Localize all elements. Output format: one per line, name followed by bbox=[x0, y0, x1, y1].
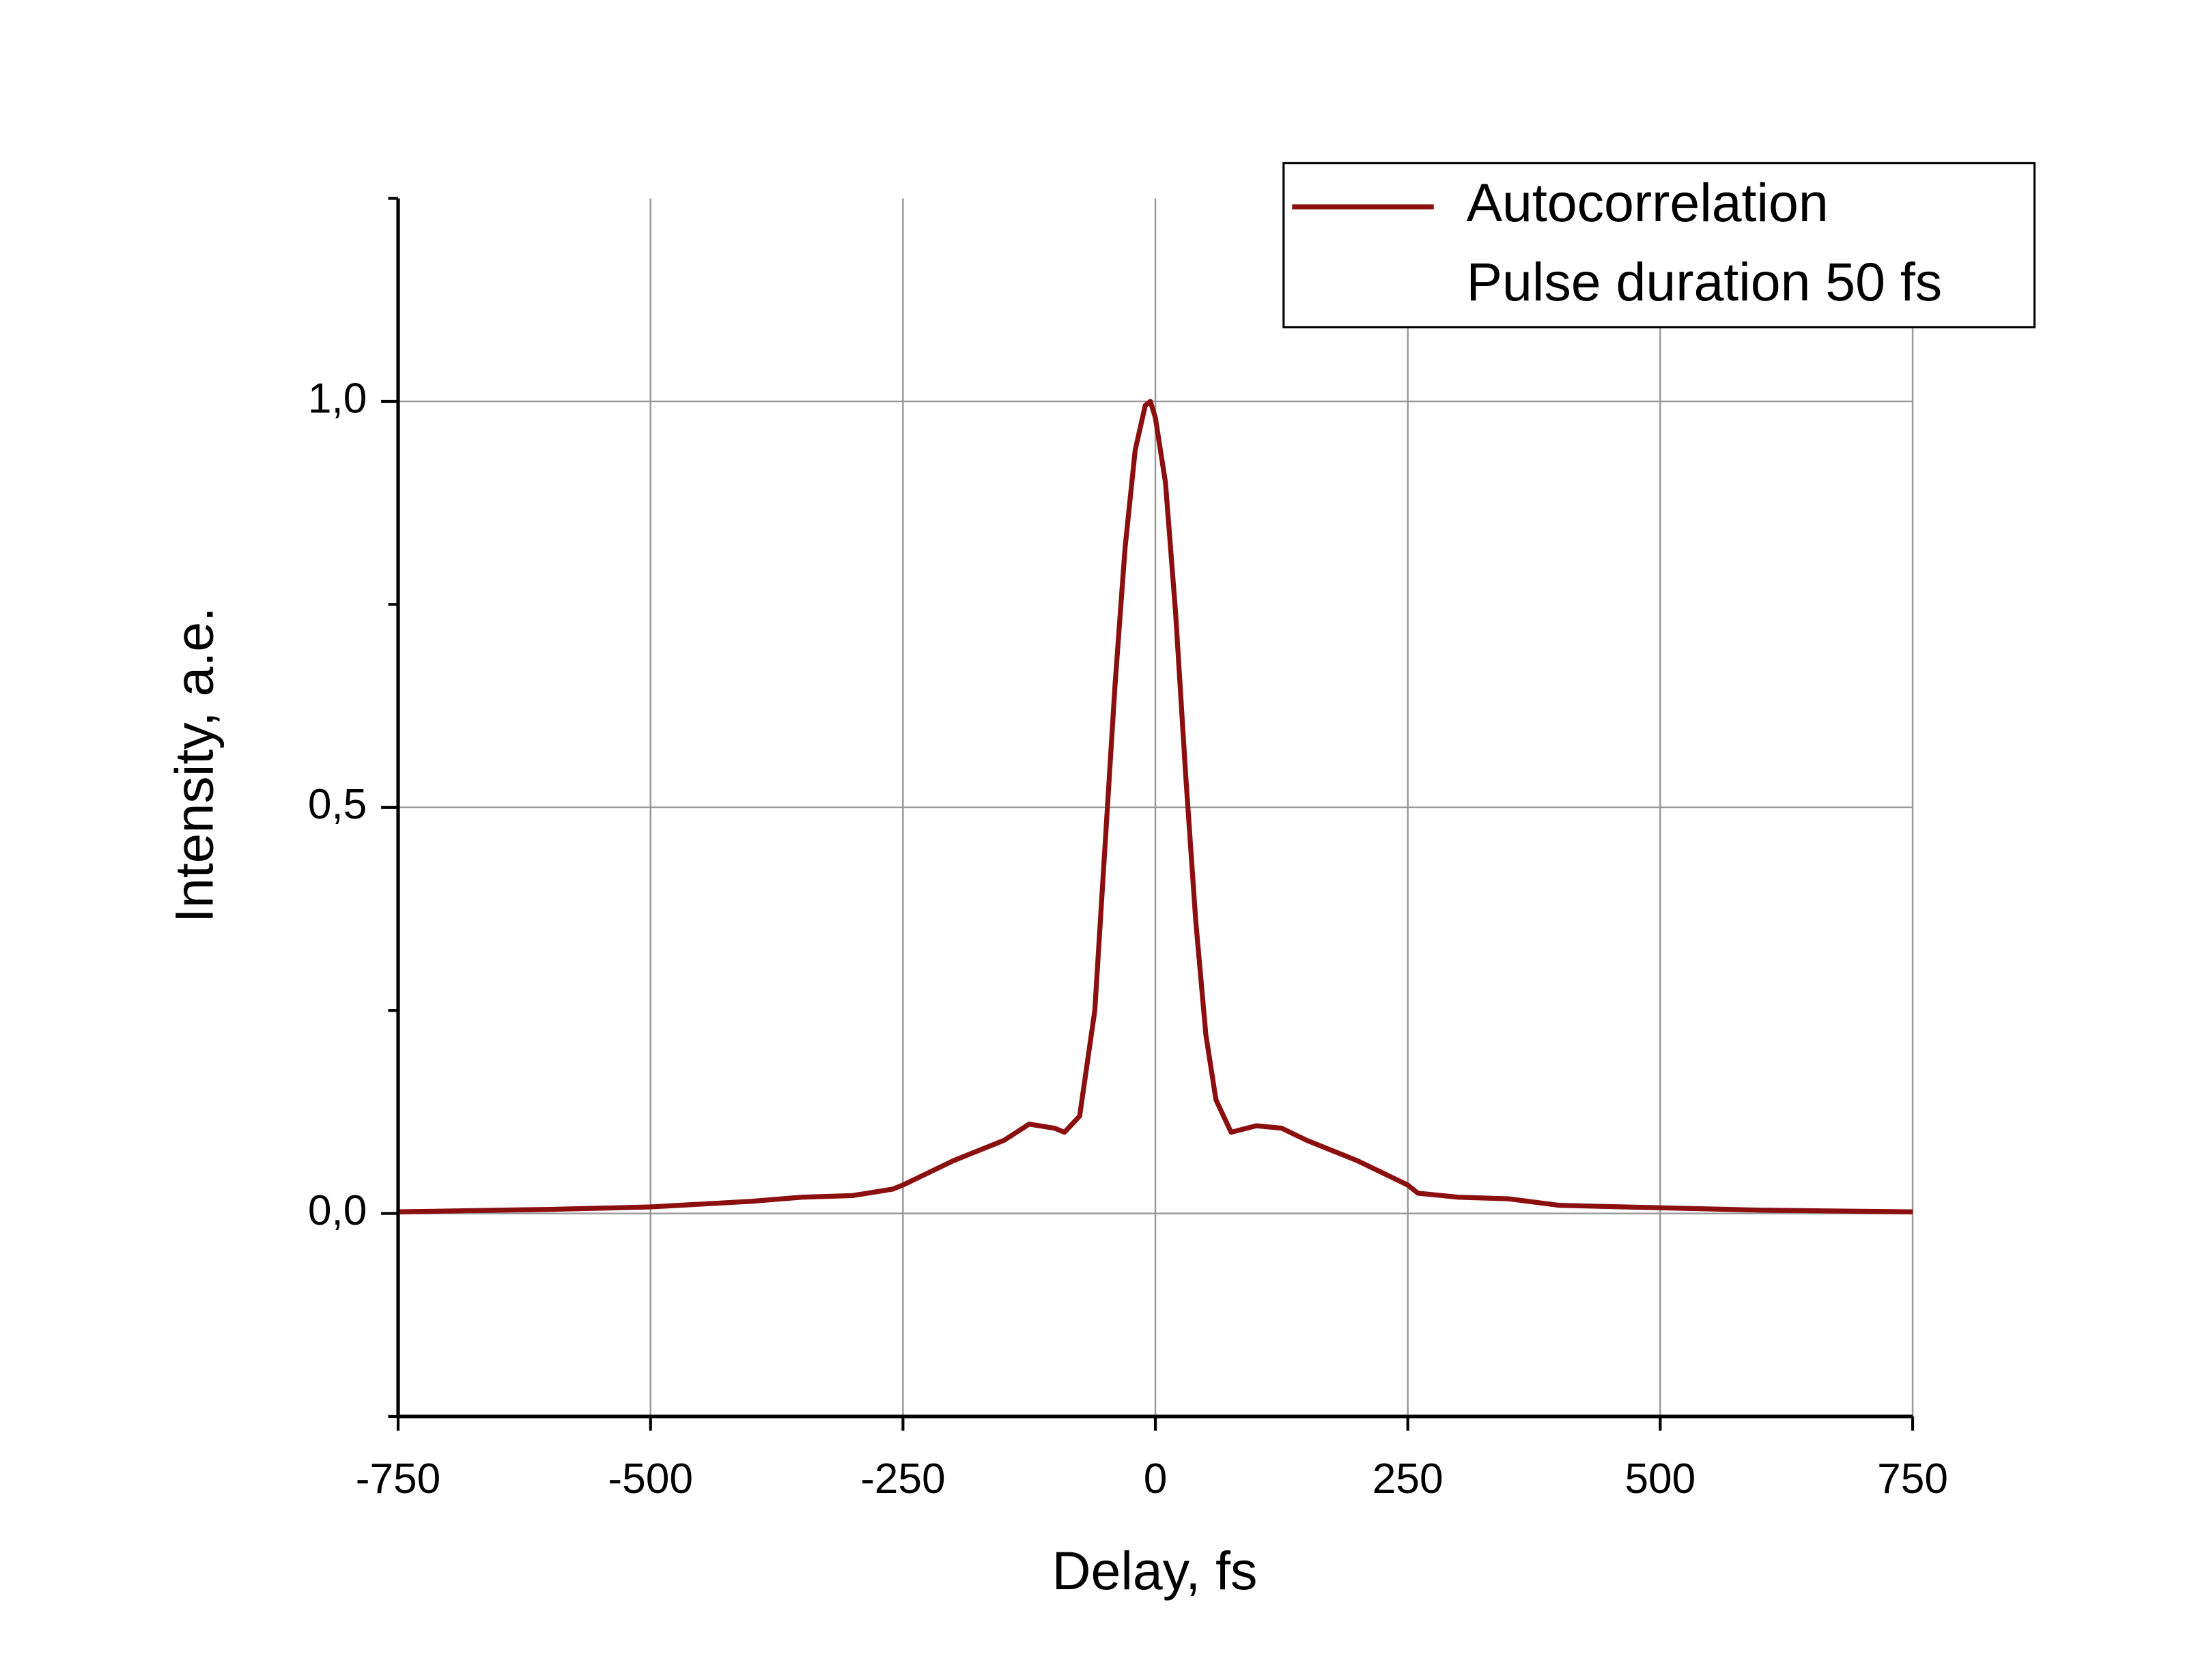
x-tick-label: -500 bbox=[608, 1455, 693, 1503]
y-tick-label: 1,0 bbox=[308, 375, 367, 422]
plot-area bbox=[397, 399, 1913, 1214]
x-tick-label: 750 bbox=[1877, 1455, 1948, 1503]
x-tick-label: 0 bbox=[1144, 1455, 1168, 1503]
x-tick-label: -750 bbox=[356, 1455, 441, 1503]
legend-box bbox=[1282, 162, 2036, 328]
y-tick-label: 0,0 bbox=[308, 1187, 367, 1234]
legend-label: Autocorrelation bbox=[1466, 173, 1828, 233]
y-tick-label: 0,5 bbox=[308, 781, 367, 828]
x-tick-label: 250 bbox=[1372, 1455, 1444, 1503]
legend-note: Pulse duration 50 fs bbox=[1466, 252, 1942, 312]
data-line bbox=[397, 399, 1913, 1214]
x-tick-label: 500 bbox=[1624, 1455, 1695, 1503]
grid bbox=[397, 198, 1914, 1416]
legend: Autocorrelation Pulse duration 50 fs bbox=[1282, 162, 2036, 328]
y-axis-title: Intensity, a.e. bbox=[164, 607, 224, 923]
x-axis-title: Delay, fs bbox=[1052, 1541, 1258, 1601]
x-tick-label: -250 bbox=[860, 1455, 946, 1503]
